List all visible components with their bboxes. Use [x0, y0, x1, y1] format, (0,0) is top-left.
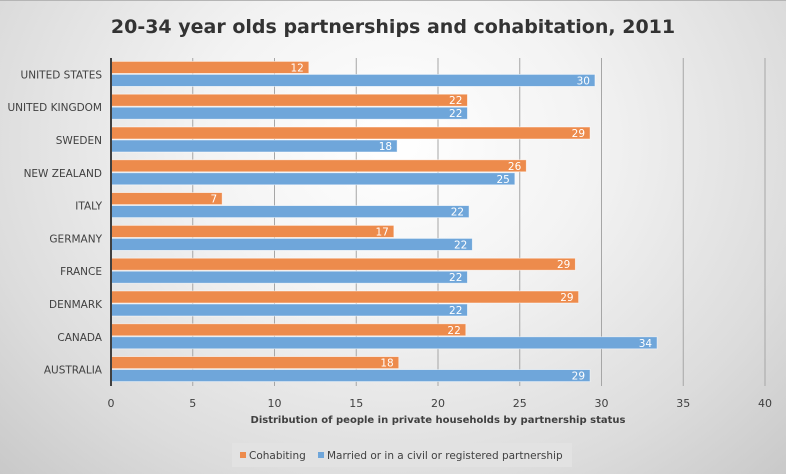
chart-title: 20-34 year olds partnerships and cohabit… [111, 16, 675, 38]
bar-cohabiting [110, 257, 576, 271]
x-tick-labels: 0 5 10 15 20 25 30 35 40 [108, 397, 773, 410]
category-label: AUSTRALIA [44, 365, 103, 377]
data-label: 18 [380, 358, 393, 370]
bar-married [110, 237, 473, 251]
bar-cohabiting [110, 356, 400, 370]
bar-married [110, 106, 468, 120]
data-label: 7 [210, 194, 217, 206]
category-label: GERMANY [49, 233, 102, 245]
data-label: 18 [379, 141, 392, 153]
x-tick-label: 5 [189, 397, 196, 410]
data-label: 30 [577, 75, 590, 87]
bar-married [110, 336, 658, 350]
bar-cohabiting [110, 224, 395, 238]
x-tick-label: 0 [108, 397, 115, 410]
category-label: FRANCE [60, 266, 102, 278]
bar-married [110, 303, 468, 317]
data-label: 22 [449, 272, 462, 284]
x-axis-label: Distribution of people in private househ… [251, 415, 626, 426]
data-label: 17 [375, 226, 388, 238]
x-tick-label: 25 [513, 397, 527, 410]
category-label: CANADA [57, 332, 102, 344]
data-label: 22 [454, 239, 467, 251]
data-label: 29 [560, 292, 573, 304]
legend-swatch [240, 452, 246, 458]
legend: Cohabiting Married or in a civil or regis… [232, 443, 572, 467]
bar-married [110, 369, 591, 383]
x-tick-label: 10 [268, 397, 282, 410]
data-label: 22 [447, 325, 460, 337]
x-tick-label: 15 [349, 397, 363, 410]
data-label: 22 [449, 95, 462, 107]
bar-cohabiting [110, 126, 591, 140]
data-label: 29 [572, 371, 585, 383]
x-tick-label: 40 [758, 397, 772, 410]
x-tick-label: 35 [676, 397, 690, 410]
category-label: UNITED KINGDOM [8, 102, 103, 114]
legend-label: Married or in a civil or registered part… [327, 450, 563, 462]
bar-cohabiting [110, 290, 580, 304]
category-label: SWEDEN [56, 135, 102, 147]
bar-cohabiting [110, 159, 527, 173]
data-label: 26 [508, 161, 522, 173]
bar-married [110, 139, 398, 153]
category-label: ITALY [75, 201, 102, 213]
data-label: 29 [572, 128, 585, 140]
data-label: 22 [451, 207, 464, 219]
legend-box [232, 443, 572, 467]
x-tick-label: 30 [595, 397, 609, 410]
category-labels: UNITED STATES UNITED KINGDOM SWEDEN NEW ZEA… [8, 69, 104, 376]
legend-swatch [318, 452, 324, 458]
x-tick-label: 20 [431, 397, 445, 410]
bar-married [110, 74, 596, 87]
bar-married [110, 172, 516, 186]
bar-married [110, 205, 470, 219]
bar-cohabiting [110, 323, 467, 337]
category-label: NEW ZEALAND [24, 168, 102, 180]
bar-cohabiting [110, 93, 468, 107]
data-label: 22 [449, 305, 462, 317]
bar-married [110, 270, 468, 284]
category-label: UNITED STATES [21, 69, 103, 81]
category-label: DENMARK [49, 299, 103, 311]
data-label: 22 [449, 108, 462, 120]
data-label: 25 [496, 174, 509, 186]
data-label: 29 [557, 259, 570, 271]
legend-label: Cohabiting [249, 450, 306, 462]
bar-cohabiting [110, 192, 223, 206]
bar-cohabiting [110, 61, 310, 74]
data-label: 12 [290, 62, 303, 74]
data-label: 34 [639, 338, 653, 350]
